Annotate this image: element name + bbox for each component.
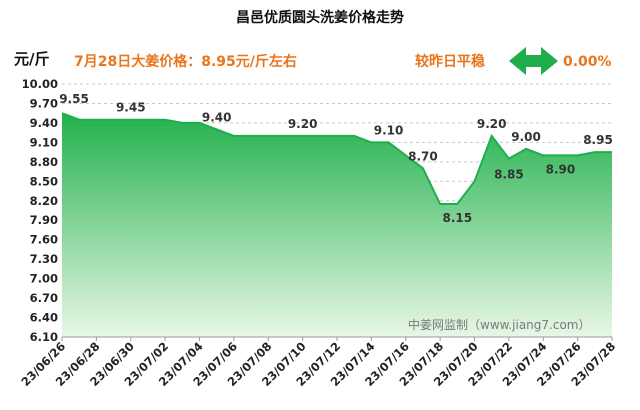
y-tick-label: 6.70 (30, 291, 58, 305)
x-axis-ticks: 23/06/2623/06/2823/06/3023/07/0223/07/04… (18, 337, 618, 389)
y-tick-label: 9.40 (30, 116, 58, 130)
chart-title: 昌邑优质圆头洗姜价格走势 (236, 9, 404, 26)
y-tick-label: 8.80 (30, 155, 58, 169)
y-tick-label: 6.10 (30, 330, 58, 344)
y-tick-label: 7.30 (30, 252, 58, 266)
y-unit-label: 元/斤 (14, 50, 49, 68)
data-label: 8.15 (443, 211, 473, 225)
y-axis-ticks: 10.00 9.70 9.40 9.10 8.80 8.50 8.20 7.90 7.60 7.3… (22, 77, 58, 344)
y-tick-label: 9.70 (30, 96, 58, 110)
data-label: 9.20 (288, 117, 318, 131)
data-label: 9.55 (59, 92, 89, 106)
price-summary: 7月28日大姜价格：8.95元/斤左右 (74, 53, 297, 70)
y-tick-label: 8.50 (30, 174, 58, 188)
compare-value: 0.00% (563, 54, 612, 70)
data-label: 9.00 (511, 130, 541, 144)
y-tick-label: 6.40 (30, 311, 58, 325)
y-tick-label: 9.10 (30, 135, 58, 149)
y-tick-label: 8.20 (30, 194, 58, 208)
data-labels: 9.55 9.45 9.40 9.20 9.10 8.70 8.15 9.20 8.85 9.00… (59, 92, 613, 225)
data-label: 9.45 (116, 101, 146, 115)
data-label: 8.70 (408, 149, 438, 163)
double-arrow-icon (509, 47, 558, 75)
price-line (61, 112, 612, 205)
data-label: 9.40 (202, 110, 232, 124)
price-area (62, 113, 612, 337)
y-tick-label: 10.00 (22, 77, 58, 91)
compare-label: 较昨日平稳 (415, 53, 485, 70)
watermark: 中姜网监制（www.jiang7.com） (408, 317, 590, 332)
data-label: 8.85 (494, 168, 524, 182)
y-tick-label: 7.60 (30, 233, 58, 247)
data-label: 9.10 (374, 123, 404, 137)
y-tick-label: 7.00 (30, 272, 58, 286)
data-label: 9.20 (477, 117, 507, 131)
data-label: 8.90 (546, 162, 576, 176)
y-tick-label: 7.90 (30, 213, 58, 227)
data-label: 8.95 (583, 133, 613, 147)
